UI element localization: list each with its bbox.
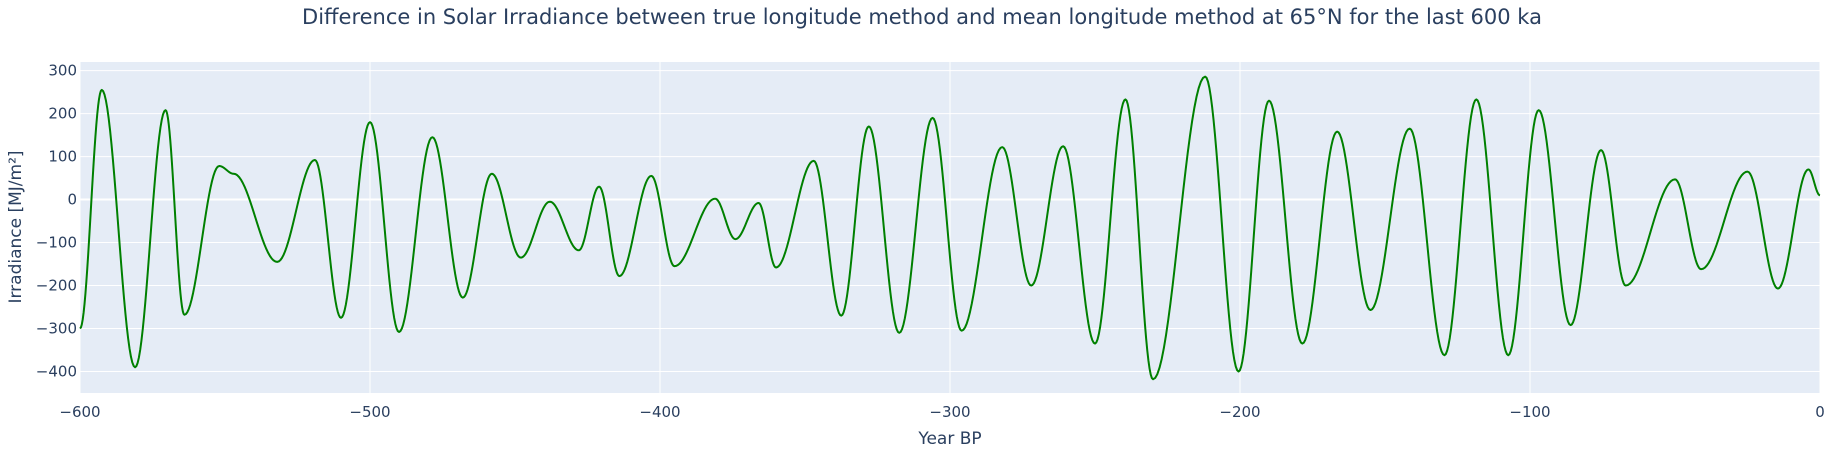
grid-lines [79, 62, 1821, 393]
x-tick-label: −600 [59, 403, 100, 421]
x-tick-label: −500 [349, 403, 390, 421]
x-tick-label: −300 [929, 403, 970, 421]
y-tick-label: −200 [36, 277, 77, 295]
y-tick-label: −400 [36, 363, 77, 381]
x-tick-label: 0 [1815, 403, 1825, 421]
x-axis-title: Year BP [917, 429, 981, 449]
y-tick-label: 100 [48, 148, 77, 166]
y-tick-labels: −400 −300 −200 −100 0 100 200 300 [36, 62, 77, 381]
x-tick-label: −400 [639, 403, 680, 421]
y-tick-label: −300 [36, 320, 77, 338]
chart-title: Difference in Solar Irradiance between t… [302, 5, 1542, 29]
y-axis-title: Irradiance [MJ/m²] [6, 150, 26, 303]
irradiance-difference-line [79, 75, 1821, 381]
x-tick-labels: −600 −500 −400 −300 −200 −100 0 [59, 403, 1824, 421]
y-tick-label: 300 [48, 62, 77, 80]
x-tick-label: −100 [1509, 403, 1550, 421]
y-tick-label: 200 [48, 105, 77, 123]
y-tick-label: −100 [36, 234, 77, 252]
y-tick-label: 0 [67, 191, 77, 209]
x-tick-label: −200 [1219, 403, 1260, 421]
series-layer [79, 75, 1821, 381]
